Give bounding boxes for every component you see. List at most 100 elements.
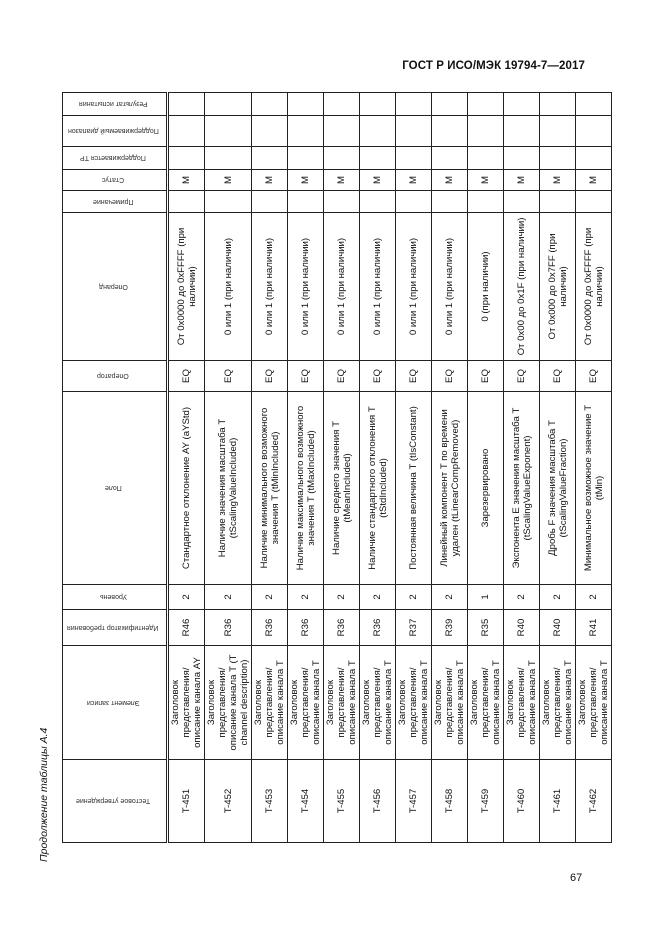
cell-level: 2 bbox=[167, 584, 205, 610]
cell-operand: 0 или 1 (при наличии) bbox=[287, 212, 324, 361]
cell-note bbox=[575, 190, 612, 213]
cell-tp-supported bbox=[467, 146, 504, 170]
cell-level: 2 bbox=[395, 584, 432, 610]
cell-test-assertion: T-453 bbox=[251, 759, 288, 843]
header-label: Поле bbox=[104, 484, 122, 492]
table-container: Тестовое утверждение Элемент записи Иденти… bbox=[62, 92, 612, 843]
cell-requirement-id: R46 bbox=[167, 609, 205, 646]
cell-test-assertion: T-455 bbox=[323, 759, 360, 843]
cell-level: 2 bbox=[204, 584, 252, 610]
cell-operator: EQ bbox=[395, 360, 432, 392]
cell-operator: EQ bbox=[323, 360, 360, 392]
cell-test-result bbox=[503, 92, 540, 116]
table-row: T-455 Заголовок представления/ описание к… bbox=[323, 92, 360, 843]
cell-note bbox=[431, 190, 468, 213]
header-test-assertion: Тестовое утверждение bbox=[62, 759, 168, 843]
cell-operator: EQ bbox=[287, 360, 324, 392]
cell-record-element: Заголовок представления/ описание канала… bbox=[575, 645, 612, 760]
cell-tp-supported bbox=[323, 146, 360, 170]
cell-tp-supported bbox=[204, 146, 252, 170]
cell-requirement-id: R39 bbox=[431, 609, 468, 646]
cell-note bbox=[323, 190, 360, 213]
cell-test-result bbox=[251, 92, 288, 116]
header-tp-supported: Поддерживается ТР bbox=[62, 146, 168, 170]
header-record-element: Элемент записи bbox=[62, 645, 168, 760]
cell-requirement-id: R36 bbox=[287, 609, 324, 646]
cell-test-assertion: T-457 bbox=[395, 759, 432, 843]
cell-note bbox=[467, 190, 504, 213]
cell-field: Дробь F значения масштаба T (tScalingVal… bbox=[539, 391, 576, 585]
cell-record-element: Заголовок представления/ описание канала… bbox=[467, 645, 504, 760]
header-label: Идентификатор требования bbox=[67, 624, 159, 631]
cell-note bbox=[167, 190, 205, 213]
cell-tp-supported bbox=[431, 146, 468, 170]
table-row: T-451 Заголовок представления/ описание к… bbox=[167, 92, 205, 843]
cell-supported-range bbox=[359, 115, 396, 147]
cell-tp-supported bbox=[503, 146, 540, 170]
page-number: 67 bbox=[570, 872, 583, 884]
cell-tp-supported bbox=[359, 146, 396, 170]
cell-operand: 0 (при наличии) bbox=[467, 212, 504, 361]
cell-level: 2 bbox=[539, 584, 576, 610]
cell-test-assertion: T-452 bbox=[204, 759, 252, 843]
cell-record-element: Заголовок представления/ описание канала… bbox=[323, 645, 360, 760]
cell-status: M bbox=[539, 169, 576, 191]
cell-operator: EQ bbox=[539, 360, 576, 392]
cell-operator: EQ bbox=[359, 360, 396, 392]
cell-requirement-id: R35 bbox=[467, 609, 504, 646]
document-title: ГОСТ Р ИСО/МЭК 19794-7—2017 bbox=[402, 60, 585, 72]
cell-status: M bbox=[287, 169, 324, 191]
header-label: Поддерживаемый диапазон bbox=[67, 127, 159, 135]
cell-tp-supported bbox=[539, 146, 576, 170]
cell-test-result bbox=[467, 92, 504, 116]
table-row: T-456 Заголовок представления/ описание к… bbox=[359, 92, 396, 843]
cell-record-element: Заголовок представления/ описание канала… bbox=[204, 645, 252, 760]
cell-level: 2 bbox=[323, 584, 360, 610]
cell-note bbox=[287, 190, 324, 213]
header-status: Статус bbox=[62, 169, 168, 191]
cell-supported-range bbox=[467, 115, 504, 147]
cell-note bbox=[503, 190, 540, 213]
header-field: Поле bbox=[62, 391, 168, 585]
cell-field: Линейный компонент T по времени удален (… bbox=[431, 391, 468, 585]
header-label: Результат испытания bbox=[78, 100, 148, 108]
header-operand: Операнд bbox=[62, 212, 168, 361]
cell-test-assertion: T-462 bbox=[575, 759, 612, 843]
cell-test-assertion: T-459 bbox=[467, 759, 504, 843]
cell-field: Стандартное отклонение AY (aYStd) bbox=[167, 391, 205, 585]
header-test-result: Результат испытания bbox=[62, 92, 168, 116]
cell-test-result bbox=[431, 92, 468, 116]
cell-record-element: Заголовок представления/ описание канала… bbox=[503, 645, 540, 760]
cell-requirement-id: R37 bbox=[395, 609, 432, 646]
cell-record-element: Заголовок представления/ описание канала… bbox=[251, 645, 288, 760]
header-label: Примечание bbox=[92, 198, 134, 205]
cell-field: Постоянная величина T (tIsConstant) bbox=[395, 391, 432, 585]
table-row: T-459 Заголовок представления/ описание к… bbox=[467, 92, 504, 843]
header-label: Тестовое утверждение bbox=[75, 797, 151, 805]
cell-record-element: Заголовок представления/ описание канала… bbox=[539, 645, 576, 760]
cell-status: M bbox=[503, 169, 540, 191]
cell-test-assertion: T-461 bbox=[539, 759, 576, 843]
table-row: T-461 Заголовок представления/ описание к… bbox=[539, 92, 576, 843]
cell-record-element: Заголовок представления/ описание канала… bbox=[395, 645, 432, 760]
table-row: T-452 Заголовок представления/ описание к… bbox=[204, 92, 252, 843]
cell-status: M bbox=[359, 169, 396, 191]
cell-operator: EQ bbox=[431, 360, 468, 392]
header-note: Примечание bbox=[62, 190, 168, 213]
header-supported-range: Поддерживаемый диапазон bbox=[62, 115, 168, 147]
cell-operator: EQ bbox=[575, 360, 612, 392]
cell-requirement-id: R40 bbox=[539, 609, 576, 646]
cell-status: M bbox=[204, 169, 252, 191]
cell-tp-supported bbox=[575, 146, 612, 170]
cell-supported-range bbox=[323, 115, 360, 147]
cell-status: M bbox=[467, 169, 504, 191]
cell-status: M bbox=[395, 169, 432, 191]
cell-tp-supported bbox=[395, 146, 432, 170]
cell-level: 2 bbox=[431, 584, 468, 610]
cell-test-result bbox=[359, 92, 396, 116]
cell-note bbox=[395, 190, 432, 213]
cell-test-result bbox=[287, 92, 324, 116]
cell-requirement-id: R36 bbox=[323, 609, 360, 646]
cell-operator: EQ bbox=[467, 360, 504, 392]
cell-record-element: Заголовок представления/ описание канала… bbox=[167, 645, 205, 760]
